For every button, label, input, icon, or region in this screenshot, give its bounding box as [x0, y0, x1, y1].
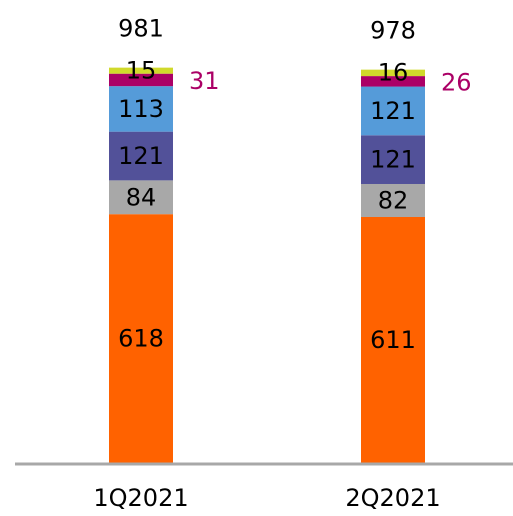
total-label: 981 — [118, 15, 164, 43]
data-label: 121 — [370, 146, 416, 174]
data-label: 84 — [126, 183, 157, 211]
bar-segment — [361, 183, 425, 218]
bar-segment — [361, 69, 425, 77]
data-label: 82 — [378, 186, 409, 214]
bar-segment — [109, 86, 173, 132]
data-label: 16 — [378, 59, 409, 87]
data-label: 113 — [118, 95, 164, 123]
data-label: 611 — [370, 326, 416, 354]
bar-segment — [109, 180, 173, 215]
data-label: 15 — [126, 57, 157, 85]
bar-segment — [109, 131, 173, 181]
bar-segment — [109, 67, 173, 74]
data-label: 121 — [118, 142, 164, 170]
data-label: 121 — [370, 97, 416, 125]
data-label: 26 — [441, 68, 472, 96]
bar-segment — [361, 135, 425, 184]
x-tick-label: 2Q2021 — [345, 484, 440, 512]
data-label: 31 — [189, 67, 220, 95]
bar-segment — [109, 73, 173, 87]
x-tick-label: 1Q2021 — [93, 484, 188, 512]
bar-segment — [361, 86, 425, 136]
bar-segment — [109, 214, 173, 463]
data-label: 618 — [118, 325, 164, 353]
total-label: 978 — [370, 17, 416, 45]
bar-segment — [361, 76, 425, 87]
bar-segment — [361, 217, 425, 463]
